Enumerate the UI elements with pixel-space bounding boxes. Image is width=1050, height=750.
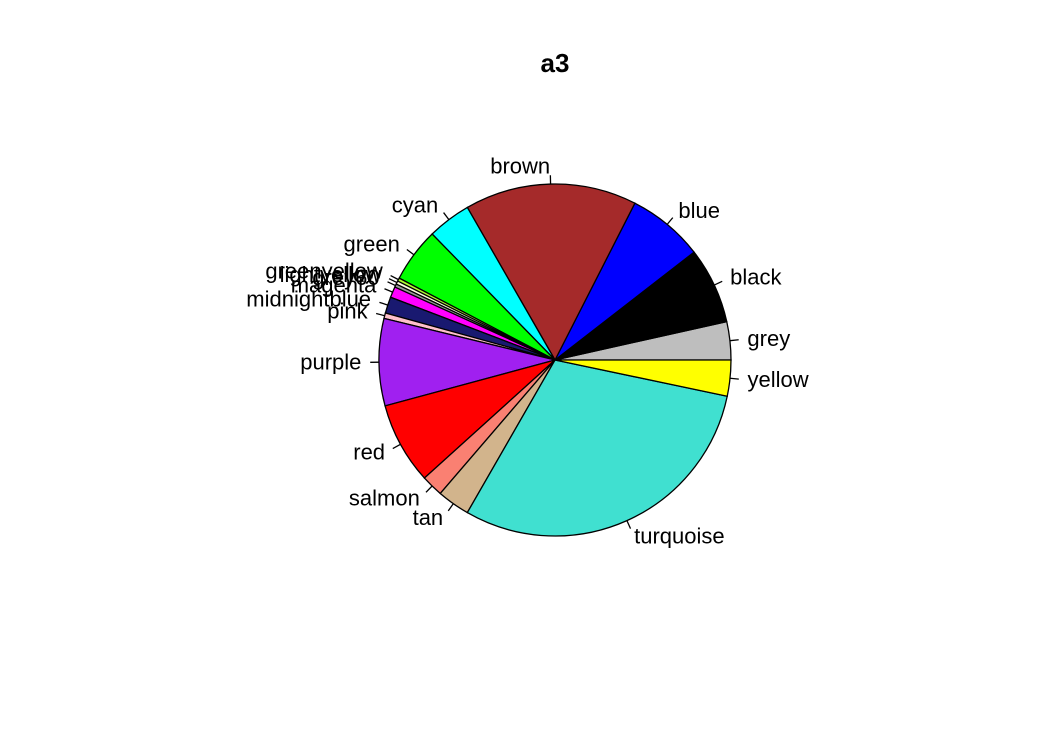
slice-label-red: red [353,440,385,465]
slice-label-pink: pink [327,298,368,323]
leader-line-greenyellow [390,275,399,281]
slice-label-green: green [344,231,400,256]
pie-slice-turquoise [466,359,729,537]
leader-line-midnightblue [379,301,388,306]
leader-line-tan [447,503,454,512]
leader-line-lightyellow [388,278,398,284]
leader-line-cyan [443,212,450,220]
slice-label-brown: brown [490,153,550,178]
slice-label-greenyellow: greenyellow [265,259,383,284]
leader-line-grey [729,339,739,342]
slice-label-tan: tan [413,505,444,530]
slice-label-blue: blue [678,198,720,223]
pie-slice-purple [378,317,556,407]
slice-label-turquoise: turquoise [634,524,725,549]
slice-label-grey60: grey60 [312,265,379,290]
pie-slices [378,183,732,537]
slice-label-salmon: salmon [349,486,420,511]
slice-label-black: black [730,265,782,290]
leader-line-pink [375,312,385,317]
leader-line-red [392,443,401,450]
leader-line-grey60 [387,281,396,287]
slice-label-yellow: yellow [748,367,809,392]
slice-label-cyan: cyan [392,193,438,218]
leader-line-green [406,248,415,256]
slice-label-grey: grey [747,326,790,351]
leader-line-yellow [729,377,739,380]
chart-title: a3 [541,48,570,78]
slice-label-magenta: magenta [291,272,377,297]
leader-line-magenta [384,288,393,293]
leader-line-black [713,280,723,286]
slice-label-midnightblue: midnightblue [246,287,371,312]
leader-line-salmon [425,485,433,493]
pie-slice-yellow [554,359,732,397]
pie-labels: grey black blue brown cyan green greenyellowli… [246,153,808,548]
slice-label-purple: purple [300,349,361,374]
leader-line-turquoise [626,520,632,529]
leader-line-blue [666,217,674,225]
slice-label-lightyellow: lightyellow [280,262,382,287]
